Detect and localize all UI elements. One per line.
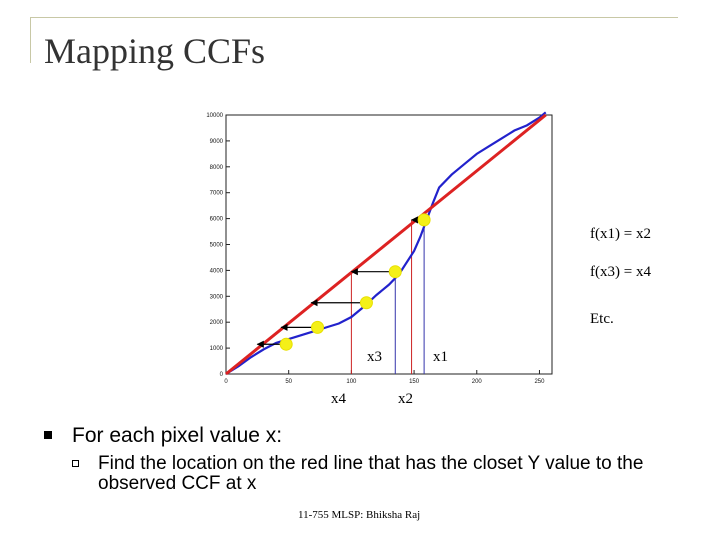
x-tick-label: 100 bbox=[346, 379, 357, 385]
x-tick-label: 150 bbox=[409, 379, 420, 385]
label-x1: x1 bbox=[433, 349, 448, 365]
ccf-mapping-chart: 0 50 100 150 200 250 0 1000 2000 3000 4000 5000 6000… bbox=[206, 111, 553, 385]
x-tick-label: 200 bbox=[472, 379, 483, 385]
bullet-text-2: Find the location on the red line that h… bbox=[98, 453, 644, 494]
decorative-top-rule bbox=[30, 17, 678, 18]
ccf-point-marker bbox=[359, 296, 373, 310]
ccf-point-marker bbox=[279, 337, 293, 351]
annotation-f-x1: f(x1) = x2 bbox=[590, 226, 651, 242]
bullet-text-1: For each pixel value x: bbox=[72, 424, 283, 447]
ccf-point-marker bbox=[417, 213, 431, 227]
y-tick-label: 5000 bbox=[210, 243, 224, 249]
y-tick-label: 9000 bbox=[210, 139, 224, 145]
x-tick-label: 250 bbox=[534, 379, 545, 385]
annotation-f-x3: f(x3) = x4 bbox=[590, 264, 651, 280]
ccf-point-marker bbox=[311, 320, 325, 334]
y-tick-label: 3000 bbox=[210, 294, 224, 300]
label-x4: x4 bbox=[331, 391, 346, 407]
y-tick-label: 10000 bbox=[206, 113, 223, 119]
slide-footer: 11-755 MLSP: Bhiksha Raj bbox=[298, 509, 421, 521]
x-tick-label: 50 bbox=[285, 379, 292, 385]
y-tick-label: 0 bbox=[220, 372, 224, 378]
slide-title: Mapping CCFs bbox=[44, 31, 266, 71]
reference-red-line bbox=[225, 113, 547, 376]
annotation-etc: Etc. bbox=[590, 311, 614, 327]
y-tick-label: 8000 bbox=[210, 165, 224, 171]
ccf-point-marker bbox=[388, 265, 402, 279]
y-tick-label: 2000 bbox=[210, 320, 224, 326]
y-tick-label: 1000 bbox=[210, 346, 224, 352]
y-tick-label: 4000 bbox=[210, 268, 224, 274]
bullet-square-icon bbox=[44, 431, 52, 439]
label-x3: x3 bbox=[367, 349, 382, 365]
label-x2: x2 bbox=[398, 391, 413, 407]
x-tick-label: 0 bbox=[224, 379, 228, 385]
decorative-left-rule bbox=[30, 17, 31, 63]
y-tick-label: 7000 bbox=[210, 191, 224, 197]
sub-bullet-square-icon bbox=[72, 460, 79, 467]
y-tick-label: 6000 bbox=[210, 217, 224, 223]
